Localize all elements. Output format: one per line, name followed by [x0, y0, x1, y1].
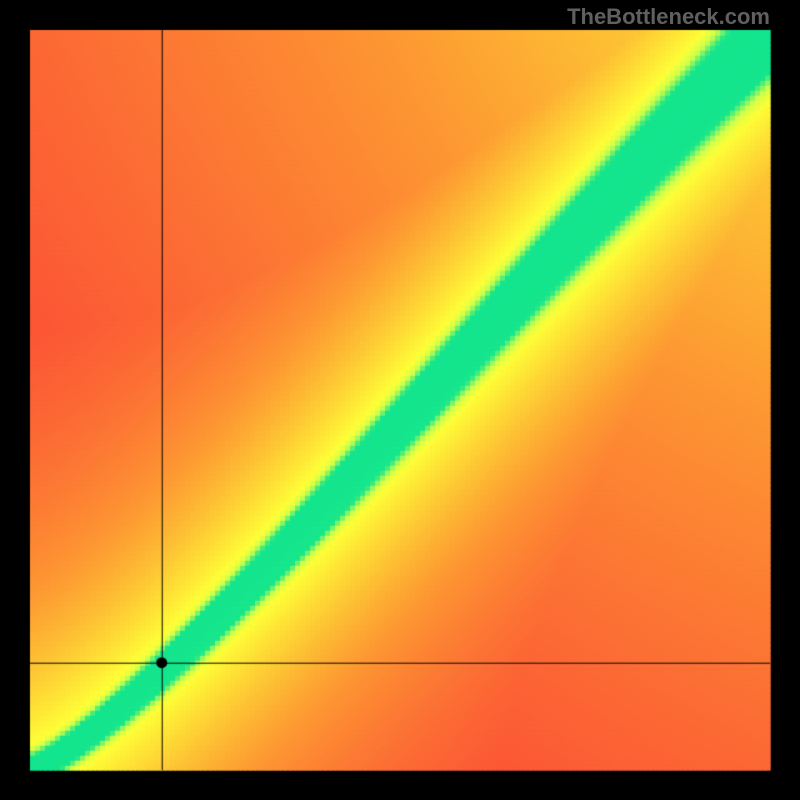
- heatmap-canvas: [0, 0, 800, 800]
- chart-container: TheBottleneck.com: [0, 0, 800, 800]
- watermark-text: TheBottleneck.com: [567, 4, 770, 30]
